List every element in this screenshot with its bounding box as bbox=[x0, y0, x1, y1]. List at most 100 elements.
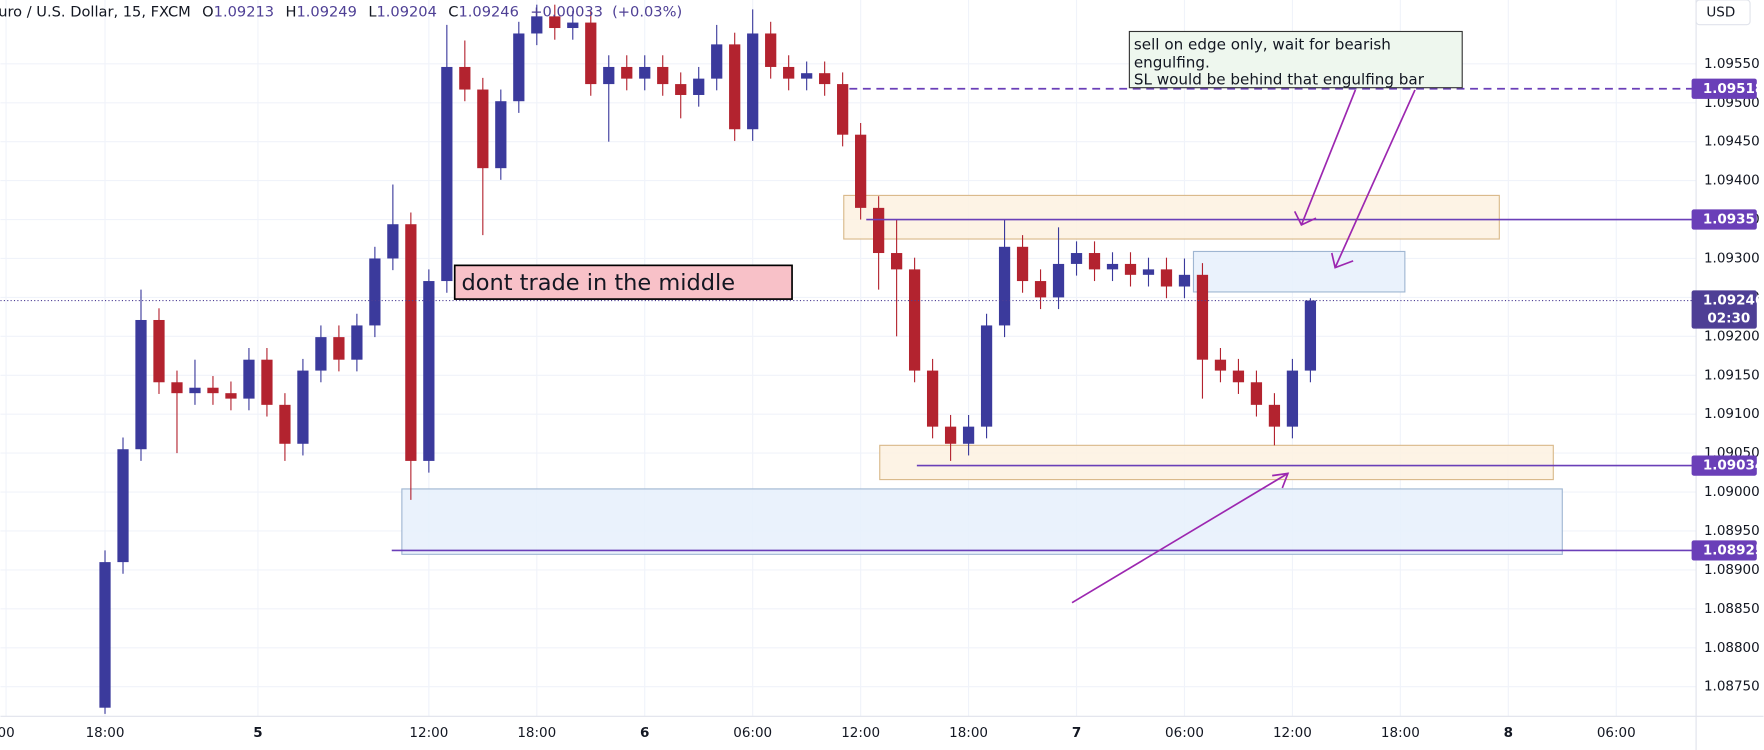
candle-body bbox=[962, 426, 975, 444]
price-lines bbox=[0, 87, 1697, 552]
price-tag bbox=[1691, 78, 1757, 99]
y-tick-label: 1.08850 bbox=[1704, 601, 1760, 617]
axes: 1.08750 1.08800 1.08850 1.08900 1.08950 1.090… bbox=[0, 56, 1764, 741]
candle-body bbox=[423, 281, 435, 461]
ohlc-value: 1.09249 bbox=[296, 3, 356, 20]
ohlc-label: O bbox=[202, 3, 213, 20]
note-box bbox=[1128, 30, 1463, 89]
candle-body bbox=[99, 562, 111, 708]
price-tag-label: 1.09034 bbox=[1703, 458, 1764, 474]
price-tag-label: 1.0935 bbox=[1703, 212, 1755, 228]
x-tick-label: 12:00 bbox=[1273, 725, 1312, 741]
zones bbox=[401, 194, 1563, 555]
price-tag bbox=[1691, 455, 1757, 476]
candle-body bbox=[908, 269, 921, 371]
candle-body bbox=[1196, 274, 1209, 360]
legend: uro / U.S. Dollar, 15, FXCM O1.09213 H1.… bbox=[0, 3, 682, 20]
candle-body bbox=[585, 22, 597, 85]
candle-body bbox=[729, 44, 741, 130]
candle-body bbox=[944, 426, 957, 444]
candle-body bbox=[1160, 269, 1173, 287]
candle-body bbox=[873, 207, 885, 254]
candle-body bbox=[189, 387, 201, 394]
candle-body bbox=[1052, 263, 1065, 298]
candle-body bbox=[998, 246, 1011, 326]
countdown: 02:30 bbox=[1707, 311, 1750, 327]
candle-body bbox=[243, 359, 255, 399]
candle-body bbox=[567, 22, 579, 29]
note-line: sell on edge only, wait for bearish bbox=[1134, 35, 1391, 53]
candle-body bbox=[783, 66, 795, 79]
note-line: engulfing. bbox=[1134, 53, 1210, 71]
x-tick-label: 00 bbox=[0, 725, 15, 741]
ohlc-label: C bbox=[448, 3, 458, 20]
change-pct: (+0.03%) bbox=[612, 3, 682, 20]
candle-body bbox=[1214, 359, 1227, 371]
candle-body bbox=[279, 404, 291, 444]
candle-body bbox=[1268, 404, 1281, 427]
y-tick-label: 1.09100 bbox=[1704, 406, 1760, 422]
candle-body bbox=[315, 337, 327, 371]
arrow-head bbox=[1330, 252, 1354, 269]
arrows bbox=[1071, 89, 1416, 604]
candle-body bbox=[117, 449, 129, 563]
arrow-head bbox=[1293, 211, 1317, 226]
price-tag-label: 1.09518 bbox=[1703, 81, 1764, 97]
y-tick-label: 1.09200 bbox=[1704, 328, 1760, 344]
candle-body bbox=[890, 253, 903, 270]
candle-body bbox=[657, 66, 669, 85]
ohlc-value: 1.09213 bbox=[214, 3, 274, 20]
symbol: uro / U.S. Dollar, 15, FXCM bbox=[0, 3, 191, 20]
x-tick-label: 18:00 bbox=[949, 725, 988, 741]
candle-body bbox=[765, 33, 777, 67]
x-tick-label: 06:00 bbox=[1597, 725, 1636, 741]
zone bbox=[879, 444, 1554, 481]
candle-body bbox=[1016, 246, 1029, 282]
x-tick-label: 6 bbox=[640, 725, 649, 741]
time-axis bbox=[0, 716, 1697, 750]
candle-body bbox=[1286, 370, 1299, 427]
candle-body bbox=[1124, 263, 1137, 275]
arrow bbox=[1334, 89, 1416, 268]
candle-body bbox=[351, 325, 363, 360]
x-tick-label: 06:00 bbox=[1165, 725, 1204, 741]
candle-body bbox=[1178, 274, 1191, 287]
y-tick-label: 1.08950 bbox=[1704, 523, 1760, 539]
candle-body bbox=[1250, 382, 1263, 405]
arrow bbox=[1300, 89, 1357, 226]
currency-box[interactable] bbox=[1695, 0, 1751, 26]
candle-body bbox=[675, 84, 687, 95]
currency[interactable]: USD bbox=[1706, 4, 1735, 20]
zone bbox=[1192, 250, 1406, 293]
note-line: SL would be behind that engulfing bar bbox=[1134, 70, 1425, 88]
candle-body bbox=[405, 224, 417, 461]
candle-body bbox=[621, 66, 633, 79]
y-tick-label: 1.09450 bbox=[1704, 134, 1760, 150]
current-price-tag bbox=[1691, 290, 1757, 329]
candle-body bbox=[369, 258, 381, 326]
candle-body bbox=[513, 33, 525, 102]
price-axis bbox=[1696, 0, 1764, 750]
candle-body bbox=[1034, 281, 1047, 298]
y-tick-label: 1.09000 bbox=[1704, 484, 1760, 500]
x-tick-label: 18:00 bbox=[1381, 725, 1420, 741]
x-tick-label: 8 bbox=[1504, 725, 1513, 741]
ohlc-value: 1.09246 bbox=[458, 3, 518, 20]
candle-body bbox=[926, 370, 939, 427]
candle-body bbox=[135, 319, 147, 450]
candle-body bbox=[549, 16, 561, 29]
candle-body bbox=[855, 134, 867, 208]
candle-body bbox=[693, 78, 705, 95]
x-tick-label: 12:00 bbox=[409, 725, 448, 741]
candle-body bbox=[153, 319, 165, 383]
y-tick-label: 1.08750 bbox=[1704, 679, 1760, 695]
ohlc-value: 1.09204 bbox=[376, 3, 436, 20]
zone bbox=[843, 194, 1500, 240]
price-tag bbox=[1691, 209, 1757, 230]
candle-body bbox=[1070, 253, 1083, 264]
candle-body bbox=[225, 393, 237, 399]
zone bbox=[401, 488, 1563, 555]
price-tag-label: 1.08925 bbox=[1703, 542, 1764, 558]
candles bbox=[99, 4, 1317, 714]
